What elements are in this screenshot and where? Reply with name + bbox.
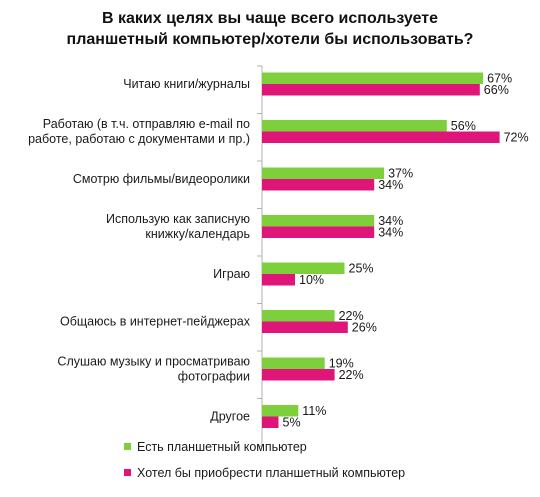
- category-label: фотографии: [178, 370, 250, 384]
- category-label: книжку/календарь: [145, 227, 250, 241]
- legend-item-series-2: Хотел бы приобрести планшетный компьютер: [124, 466, 405, 480]
- bar-series-2: [262, 274, 295, 286]
- legend-item-series-1: Есть планшетный компьютер: [124, 440, 307, 454]
- category-label: Читаю книги/журналы: [123, 77, 250, 91]
- bar-series-1: [262, 72, 484, 84]
- bar-series-2: [262, 416, 279, 428]
- bar-series-2: [262, 369, 335, 381]
- data-label: 56%: [451, 119, 476, 133]
- data-label: 11%: [302, 404, 326, 418]
- bar-series-1: [262, 167, 385, 179]
- legend-swatch-magenta: [124, 469, 131, 476]
- data-label: 25%: [349, 262, 374, 276]
- category-label: Работаю (в т.ч. отправляю e-mail по: [43, 117, 250, 131]
- bar-series-2: [262, 179, 375, 191]
- data-label: 26%: [352, 321, 377, 335]
- data-label: 22%: [339, 309, 364, 323]
- data-label: 10%: [299, 273, 324, 287]
- legend-label-series-1: Есть планшетный компьютер: [137, 440, 307, 454]
- bar-series-2: [262, 84, 480, 96]
- data-label: 66%: [484, 83, 509, 97]
- chart-title-line-1: В каких целях вы чаще всего используете: [102, 10, 438, 27]
- chart-title-line-2: планшетный компьютер/хотели бы использов…: [66, 31, 474, 48]
- data-label: 22%: [339, 368, 364, 382]
- bar-series-2: [262, 321, 348, 333]
- bar-series-1: [262, 405, 299, 417]
- bar-series-1: [262, 120, 447, 132]
- data-label: 34%: [378, 214, 403, 228]
- bar-series-1: [262, 262, 345, 274]
- bar-series-1: [262, 215, 375, 227]
- category-label: Общаюсь в интернет-пейджерах: [60, 315, 251, 329]
- bar-series-1: [262, 357, 325, 369]
- category-label: работе, работаю с документами и пр.): [28, 132, 250, 146]
- data-label: 19%: [329, 357, 354, 371]
- data-label: 34%: [378, 226, 403, 240]
- data-label: 5%: [283, 416, 301, 430]
- category-label: Играю: [213, 267, 250, 281]
- data-label: 34%: [378, 178, 403, 192]
- legend-swatch-green: [124, 443, 131, 450]
- category-label: Использую как записную: [106, 212, 250, 226]
- category-label: Другое: [210, 410, 250, 424]
- data-label: 67%: [487, 72, 512, 86]
- bar-series-2: [262, 131, 500, 143]
- bar-series-2: [262, 226, 375, 238]
- category-label: Смотрю фильмы/видеоролики: [73, 172, 250, 186]
- data-label: 37%: [388, 167, 413, 181]
- bar-series-1: [262, 310, 335, 322]
- chart-title: В каких целях вы чаще всего используете …: [0, 8, 540, 50]
- legend-label-series-2: Хотел бы приобрести планшетный компьютер: [137, 466, 406, 480]
- category-label: Слушаю музыку и просматриваю: [57, 355, 250, 369]
- data-label: 72%: [504, 131, 529, 145]
